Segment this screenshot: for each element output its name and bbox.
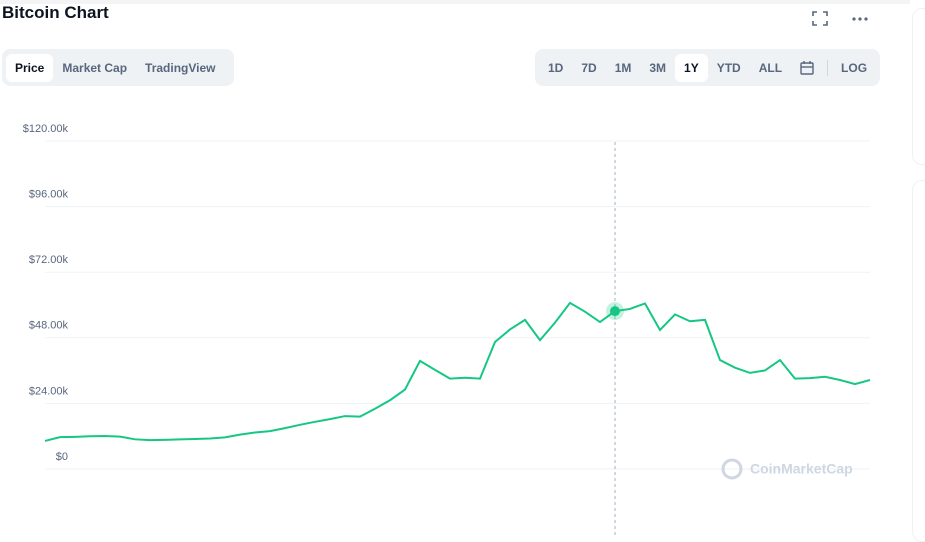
separator — [827, 59, 829, 76]
chart-tab[interactable]: Market Cap — [62, 60, 128, 75]
y-tick-label: $24.00k — [29, 385, 69, 397]
chart-tab[interactable]: Price — [6, 53, 54, 82]
y-tick-label: $72.00k — [29, 254, 69, 266]
y-tick-label: $96.00k — [29, 189, 69, 201]
y-tick-label: $48.00k — [29, 320, 69, 332]
range-button[interactable]: 1D — [548, 60, 564, 75]
log-button[interactable]: LOG — [841, 60, 868, 75]
range-button[interactable]: 1Y — [675, 53, 708, 82]
range-button[interactable]: 1M — [614, 60, 632, 75]
range-button[interactable]: YTD — [716, 60, 741, 75]
watermark-logo — [721, 458, 743, 480]
hover-dot — [610, 306, 620, 317]
more-icon[interactable] — [852, 17, 868, 21]
y-tick-label: $0 — [56, 451, 68, 463]
price-line — [44, 301, 871, 442]
chart-title: Bitcoin Chart — [2, 3, 109, 22]
chart-tab[interactable]: TradingView — [145, 60, 216, 75]
calendar-icon — [800, 60, 814, 75]
side-card — [912, 8, 925, 165]
fullscreen-icon[interactable] — [812, 11, 828, 26]
range-button[interactable]: 7D — [581, 60, 597, 75]
watermark-text: CoinMarketCap — [750, 461, 853, 477]
range-button[interactable]: ALL — [758, 60, 783, 75]
range-tabs: 1D 7D 1M 3M 1Y YTD ALL LOG — [535, 49, 880, 86]
chart-tabs: Price Market Cap TradingView — [2, 49, 234, 86]
y-tick-label: $120.00k — [23, 123, 69, 135]
watermark: CoinMarketCap — [721, 458, 853, 480]
range-button[interactable]: 3M — [649, 60, 667, 75]
top-border — [0, 0, 910, 4]
calendar-button[interactable] — [791, 54, 823, 82]
